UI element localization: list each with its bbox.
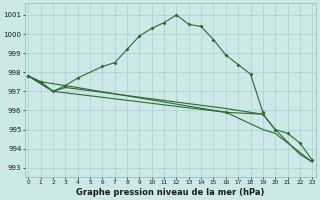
X-axis label: Graphe pression niveau de la mer (hPa): Graphe pression niveau de la mer (hPa): [76, 188, 265, 197]
